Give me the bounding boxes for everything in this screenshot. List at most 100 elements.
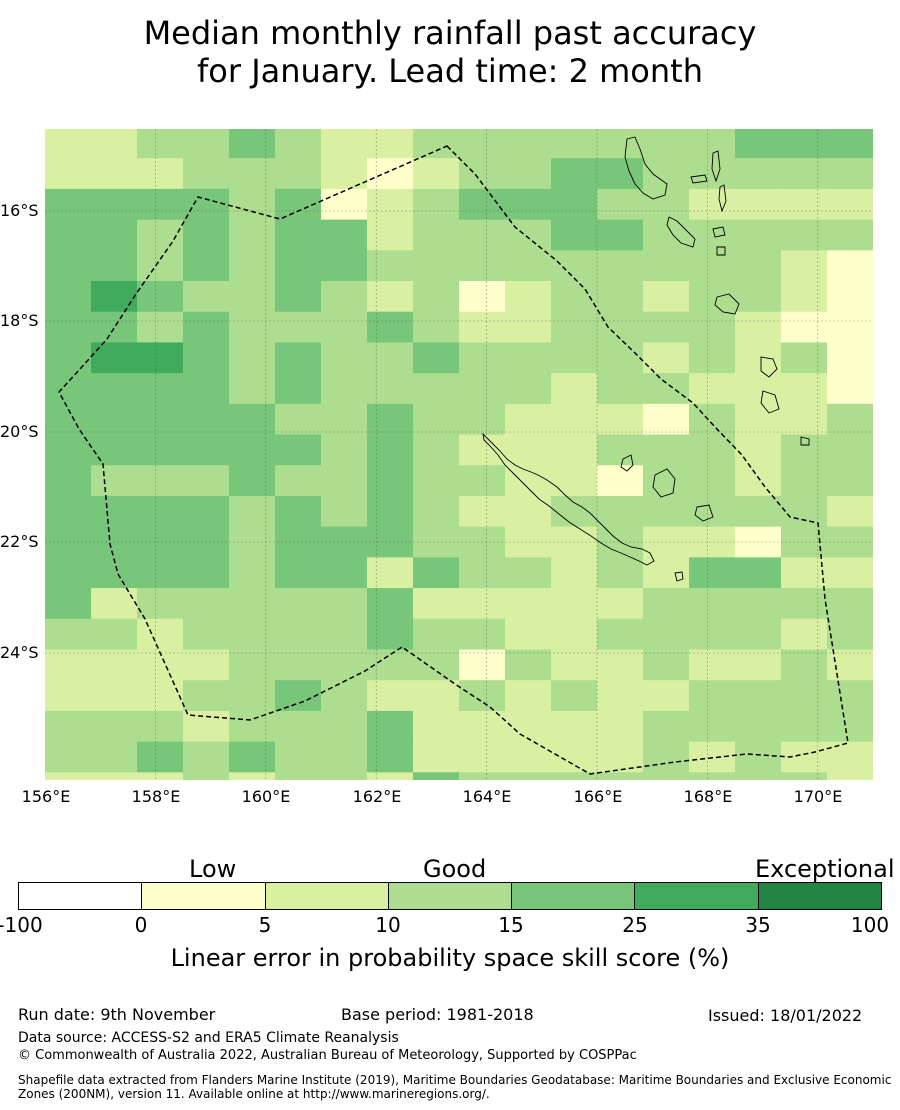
skill-cell bbox=[643, 495, 690, 528]
skill-cell bbox=[275, 495, 322, 528]
skill-cell bbox=[275, 526, 322, 558]
skill-cell bbox=[827, 373, 873, 405]
skill-cell bbox=[781, 219, 828, 251]
skill-cell bbox=[551, 342, 598, 374]
skill-cell bbox=[91, 281, 138, 313]
skill-cell bbox=[781, 557, 828, 589]
skill-cell bbox=[689, 281, 736, 313]
colorbar-segment bbox=[635, 883, 759, 909]
skill-cell bbox=[45, 465, 92, 497]
colorbar-tick: -100 bbox=[0, 913, 43, 937]
skill-cell bbox=[45, 250, 92, 282]
skill-cell bbox=[275, 772, 322, 780]
skill-cell bbox=[735, 250, 782, 282]
skill-cell bbox=[91, 250, 138, 282]
colorbar-segment bbox=[758, 883, 881, 909]
skill-cell bbox=[459, 129, 506, 159]
lon-label-162e: 162°E bbox=[352, 787, 402, 806]
skill-cell bbox=[229, 281, 276, 313]
skill-cell bbox=[551, 465, 598, 497]
skill-cell bbox=[45, 219, 92, 251]
skill-cell bbox=[689, 373, 736, 405]
skill-cell bbox=[597, 588, 644, 620]
shapefile-credit: Shapefile data extracted from Flanders M… bbox=[18, 1073, 898, 1101]
skill-cell bbox=[551, 618, 598, 651]
skill-cell bbox=[505, 495, 552, 528]
skill-cell bbox=[45, 311, 92, 344]
skill-cell bbox=[413, 281, 460, 313]
skill-cell bbox=[91, 741, 138, 773]
skill-cell bbox=[91, 526, 138, 558]
skill-cell bbox=[505, 680, 552, 712]
skill-cell bbox=[827, 772, 873, 780]
skill-cell bbox=[459, 281, 506, 313]
skill-cell bbox=[689, 772, 736, 780]
colorbar-tick: 5 bbox=[258, 913, 272, 937]
vanuatu-erromango bbox=[760, 390, 780, 414]
skill-cell bbox=[45, 158, 92, 190]
skill-cell bbox=[827, 526, 873, 558]
skill-cell bbox=[781, 465, 828, 497]
skill-cell bbox=[551, 526, 598, 558]
skill-cell bbox=[735, 403, 782, 436]
skill-cell bbox=[551, 710, 598, 743]
skill-cell bbox=[367, 311, 414, 344]
skill-cell bbox=[551, 281, 598, 313]
skill-cell bbox=[321, 649, 368, 681]
skill-cell bbox=[735, 434, 782, 466]
colorbar-tick: 0 bbox=[134, 913, 148, 937]
skill-cell bbox=[137, 772, 184, 780]
skill-cell bbox=[505, 526, 552, 558]
skill-cell bbox=[137, 557, 184, 589]
skill-cell bbox=[643, 588, 690, 620]
skill-cell bbox=[321, 129, 368, 159]
skill-cell bbox=[735, 557, 782, 589]
skill-cell bbox=[735, 495, 782, 528]
skill-cell bbox=[91, 772, 138, 780]
skill-cell bbox=[137, 373, 184, 405]
skill-cell bbox=[229, 526, 276, 558]
skill-cell bbox=[827, 403, 873, 436]
skill-cell bbox=[367, 342, 414, 374]
skill-cell bbox=[689, 465, 736, 497]
skill-cell bbox=[137, 188, 184, 221]
skill-cell bbox=[229, 649, 276, 681]
skill-cell bbox=[551, 188, 598, 221]
skill-cell bbox=[367, 188, 414, 221]
skill-cell bbox=[321, 188, 368, 221]
skill-cell bbox=[459, 311, 506, 344]
lon-label-158e: 158°E bbox=[131, 787, 181, 806]
skill-cell bbox=[367, 557, 414, 589]
colorbar-tick: 10 bbox=[375, 913, 401, 937]
skill-cell bbox=[45, 710, 92, 743]
skill-cell bbox=[689, 129, 736, 159]
skill-cell bbox=[45, 772, 92, 780]
issued-date: Issued: 18/01/2022 bbox=[708, 1006, 863, 1025]
skill-cell bbox=[137, 250, 184, 282]
skill-cell bbox=[413, 649, 460, 681]
skill-cell bbox=[505, 311, 552, 344]
skill-cell bbox=[505, 373, 552, 405]
skill-cell bbox=[597, 526, 644, 558]
colorbar-segment bbox=[265, 883, 389, 909]
colorbar bbox=[18, 882, 882, 910]
skill-cell bbox=[597, 710, 644, 743]
skill-cell bbox=[505, 281, 552, 313]
skill-cell bbox=[229, 495, 276, 528]
skill-cell bbox=[505, 710, 552, 743]
new-caledonia-coastline bbox=[482, 432, 655, 566]
skill-cell bbox=[137, 342, 184, 374]
skill-cell bbox=[275, 373, 322, 405]
skill-cell bbox=[367, 741, 414, 773]
skill-cell bbox=[275, 434, 322, 466]
skill-cell bbox=[229, 557, 276, 589]
skill-cell bbox=[91, 710, 138, 743]
skill-cell bbox=[459, 618, 506, 651]
skill-cell bbox=[597, 465, 644, 497]
skill-cell bbox=[137, 434, 184, 466]
skill-cell bbox=[781, 495, 828, 528]
skill-cell bbox=[643, 403, 690, 436]
skill-cell bbox=[597, 495, 644, 528]
skill-map[interactable] bbox=[45, 129, 873, 780]
skill-cell bbox=[735, 618, 782, 651]
